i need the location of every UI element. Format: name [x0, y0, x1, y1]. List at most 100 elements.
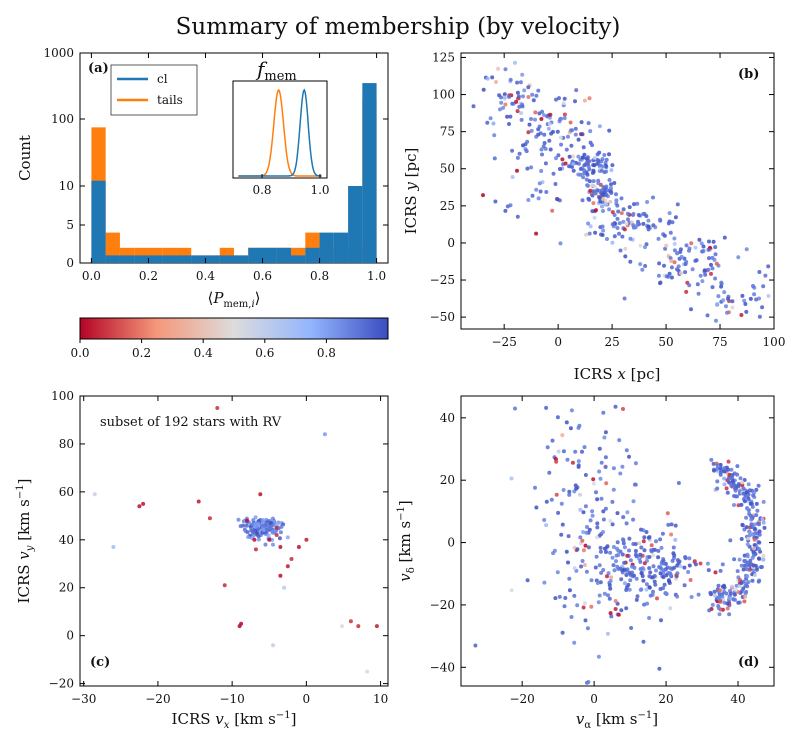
scatter-point: [759, 565, 764, 569]
scatter-point: [632, 573, 636, 578]
scatter-point: [740, 480, 745, 485]
panel-d-label: (d): [738, 655, 759, 670]
scatter-point: [592, 215, 597, 220]
scatter-point: [509, 476, 514, 481]
scatter-point: [515, 168, 519, 173]
scatter-point: [553, 596, 558, 601]
scatter-point: [507, 122, 511, 126]
scatter-point: [621, 407, 625, 411]
scatter-point: [278, 573, 283, 578]
scatter-point: [526, 130, 531, 135]
panel-a-label: (a): [88, 61, 109, 76]
scatter-point: [600, 233, 605, 237]
scatter-point: [503, 67, 508, 72]
scatter-point: [628, 558, 633, 563]
scatter-point: [571, 162, 576, 166]
scatter-point: [547, 470, 552, 475]
scatter-point: [747, 533, 752, 538]
scatter-point: [584, 680, 589, 685]
scatter-point: [650, 575, 655, 580]
hist-bar-cl: [191, 255, 206, 263]
scatter-point: [246, 535, 251, 539]
scatter-point: [560, 157, 565, 162]
hist-bar-cl: [305, 247, 320, 263]
scatter-point: [539, 169, 544, 173]
scatter-point: [661, 232, 666, 237]
scatter-point: [567, 576, 572, 581]
scatter-point: [519, 111, 524, 116]
scatter-point: [730, 305, 735, 310]
scatter-point: [586, 121, 591, 126]
scatter-point: [672, 236, 677, 241]
inset-title: fmem: [255, 57, 297, 84]
y-tick-label: 0: [66, 256, 74, 270]
scatter-point: [502, 92, 507, 97]
scatter-point: [598, 545, 603, 550]
scatter-point: [706, 568, 711, 573]
panel-b-frame: [460, 52, 775, 330]
scatter-point: [585, 172, 590, 177]
hist-bar-cl: [248, 247, 263, 263]
y-tick-label: 0: [447, 236, 455, 250]
scatter-point: [716, 294, 721, 299]
scatter-point: [703, 272, 708, 277]
scatter-point: [709, 262, 713, 267]
scatter-point: [640, 574, 645, 578]
hist-bar-cl: [319, 232, 334, 263]
hist-bar-cl: [162, 255, 177, 263]
scatter-point: [737, 557, 742, 562]
scatter-point: [625, 211, 630, 216]
scatter-point: [635, 222, 640, 227]
scatter-point: [542, 113, 546, 118]
scatter-point: [544, 499, 549, 504]
scatter-point: [601, 410, 606, 415]
scatter-point: [722, 600, 727, 605]
scatter-point: [520, 72, 525, 77]
scatter-point: [552, 548, 557, 553]
scatter-point: [536, 127, 541, 132]
scatter-point: [735, 472, 740, 477]
scatter-point: [559, 532, 564, 537]
scatter-point: [533, 110, 538, 115]
scatter-point: [619, 196, 624, 201]
scatter-point: [715, 479, 720, 484]
scatter-point: [601, 228, 606, 233]
scatter-point: [492, 156, 497, 161]
scatter-point: [667, 579, 672, 584]
scatter-point: [651, 553, 656, 558]
scatter-point: [638, 567, 643, 571]
scatter-point: [744, 581, 749, 586]
scatter-point: [608, 611, 613, 616]
scatter-point: [615, 546, 619, 551]
scatter-point: [727, 480, 732, 485]
scatter-point: [554, 156, 558, 161]
scatter-point: [544, 523, 549, 528]
y-tick-label: 10: [59, 179, 74, 193]
scatter-point: [245, 530, 250, 535]
scatter-point: [713, 593, 718, 598]
scatter-point: [356, 624, 361, 629]
scatter-point: [679, 271, 683, 276]
scatter-point: [600, 197, 605, 201]
scatter-point: [599, 460, 604, 465]
scatter-point: [256, 534, 261, 539]
scatter-point: [669, 522, 674, 527]
scatter-point: [530, 92, 535, 97]
y-tick-label: 100: [51, 389, 74, 403]
hist-bar-cl: [134, 255, 149, 263]
scatter-point: [679, 254, 684, 259]
scatter-point: [605, 544, 610, 549]
hist-bar-cl: [262, 247, 277, 263]
scatter-point: [582, 152, 587, 157]
scatter-point: [754, 567, 759, 572]
scatter-point: [568, 426, 573, 431]
scatter-point: [576, 137, 581, 142]
scatter-point: [718, 469, 723, 474]
scatter-point: [678, 564, 683, 569]
scatter-point: [651, 564, 656, 569]
scatter-point: [601, 185, 606, 190]
scatter-point: [611, 545, 616, 549]
scatter-point: [631, 517, 636, 522]
scatter-point: [588, 518, 593, 523]
scatter-point: [529, 165, 534, 170]
